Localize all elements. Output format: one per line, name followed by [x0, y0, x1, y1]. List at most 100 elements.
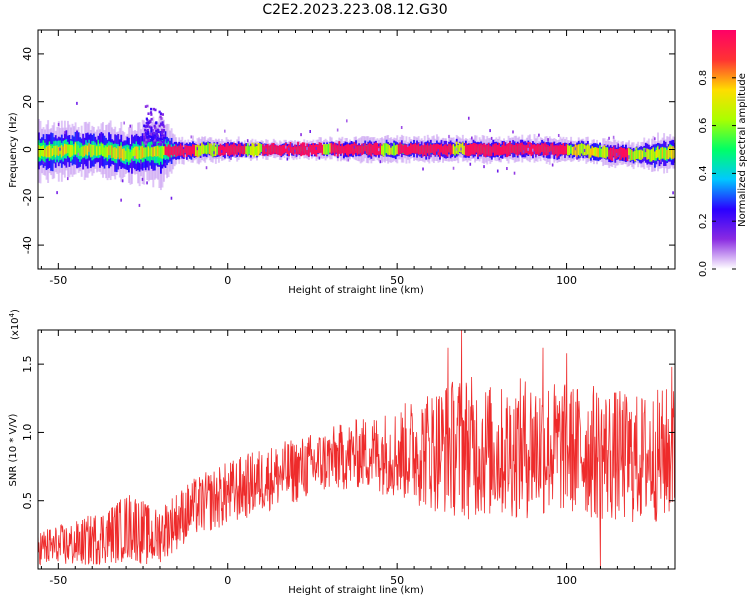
- heatmap-cell: [257, 142, 260, 156]
- heatmap-cell: [317, 144, 319, 154]
- heatmap-cell: [510, 143, 513, 154]
- heatmap-cell: [304, 146, 307, 155]
- y-tick-label: 1.5: [21, 355, 34, 373]
- heatmap-cell: [181, 145, 184, 156]
- heatmap-cell: [358, 145, 361, 155]
- heatmap-cell: [408, 145, 411, 155]
- heatmap-cell: [469, 143, 472, 156]
- heatmap-cell: [396, 144, 399, 155]
- heatmap-cell: [272, 142, 275, 154]
- heatmap-cell: [105, 145, 108, 158]
- heatmap-cell: [135, 146, 138, 159]
- heatmap-cell: [156, 145, 159, 157]
- x-tick-label: -50: [49, 574, 67, 587]
- heatmap-cell: [672, 146, 675, 159]
- heatmap-blob-cell: [149, 111, 153, 114]
- heatmap-cell: [286, 146, 289, 154]
- heatmap-cell: [92, 144, 95, 156]
- heatmap-cell: [289, 142, 292, 153]
- heatmap-cell: [486, 144, 489, 156]
- heatmap-blob-cell: [145, 121, 148, 125]
- heatmap-cell: [388, 145, 391, 156]
- heatmap-cell: [184, 145, 187, 154]
- heatmap-cell: [368, 142, 371, 155]
- heatmap-cell: [53, 145, 56, 155]
- heatmap-cell: [143, 147, 146, 158]
- heatmap-cell: [435, 143, 438, 152]
- heatmap-cell: [551, 142, 554, 155]
- heatmap-cell: [124, 150, 127, 159]
- colorbar-ticks: 0.0 0.2 0.4 0.6 0.8: [698, 70, 736, 277]
- heatmap-cell: [406, 146, 409, 156]
- heatmap-speckle: [615, 152, 618, 156]
- heatmap-cell: [51, 148, 54, 157]
- x-tick-label: 0: [224, 574, 231, 587]
- heatmap-blob-cell: [155, 132, 159, 135]
- heatmap-blob-cell: [159, 135, 162, 139]
- heatmap-cell: [249, 146, 252, 156]
- heatmap-cell: [65, 144, 68, 154]
- heatmap-cell: [74, 142, 77, 155]
- heatmap-cell: [634, 150, 637, 162]
- heatmap-cell: [413, 143, 416, 154]
- heatmap-cell: [345, 144, 348, 155]
- heatmap-cell: [187, 145, 190, 155]
- heatmap-cell: [393, 142, 396, 156]
- heatmap-cell: [564, 145, 566, 155]
- heatmap-cell: [530, 143, 533, 157]
- heatmap-cell: [548, 146, 551, 155]
- heatmap-cell: [655, 150, 658, 159]
- heatmap-cell: [259, 143, 262, 154]
- heatmap-cell: [522, 144, 525, 155]
- heatmap-cell: [201, 142, 204, 155]
- spectrogram-panel: -50 0 50 100 -40 -20 0 20 40 Height of straight…: [8, 29, 676, 296]
- heatmap-cell: [410, 143, 412, 155]
- heatmap-cell: [525, 144, 528, 154]
- heatmap-cell: [294, 144, 297, 154]
- heatmap-speckle: [140, 161, 142, 165]
- heatmap-cell: [76, 144, 79, 155]
- heatmap-cell: [582, 143, 585, 156]
- heatmap-cell: [419, 146, 422, 155]
- heatmap-speckle: [513, 171, 516, 175]
- heatmap-cell: [400, 144, 403, 154]
- heatmap-blob-cell: [161, 130, 164, 134]
- heatmap-speckle: [406, 144, 409, 148]
- heatmap-speckle: [345, 119, 348, 123]
- heatmap-cell: [512, 144, 515, 153]
- heatmap-cell: [207, 142, 210, 154]
- heatmap-cell: [461, 142, 464, 155]
- heatmap-cell: [344, 145, 347, 154]
- heatmap-cell: [371, 144, 374, 154]
- heatmap-cell: [248, 146, 251, 155]
- heatmap-cell: [658, 149, 661, 161]
- heatmap-speckle: [538, 133, 540, 137]
- heatmap-cell: [198, 145, 201, 157]
- heatmap-cell: [647, 149, 650, 160]
- heatmap-blob-cell: [154, 108, 157, 112]
- heatmap-cell: [464, 143, 467, 156]
- heatmap-cell: [429, 144, 432, 153]
- heatmap-cell: [420, 145, 423, 155]
- heatmap-cell: [307, 145, 310, 157]
- heatmap-blob-cell: [145, 129, 148, 133]
- heatmap-cell: [178, 145, 181, 156]
- heatmap-blob-cell: [163, 134, 166, 137]
- heatmap-blob-cell: [154, 143, 157, 146]
- heatmap-cell: [467, 144, 470, 157]
- heatmap-cell: [594, 146, 597, 157]
- heatmap-cell: [570, 145, 573, 154]
- heatmap-cell: [333, 142, 336, 156]
- heatmap-cell: [660, 147, 663, 161]
- heatmap-cell: [91, 144, 94, 157]
- heatmap-blob-cell: [153, 138, 156, 142]
- heatmap-cell: [416, 144, 419, 154]
- heatmap-speckle: [306, 146, 308, 150]
- heatmap-cell: [103, 147, 106, 157]
- heatmap-cell: [95, 146, 98, 156]
- heatmap-cell: [263, 145, 266, 155]
- heatmap-cell: [268, 145, 271, 155]
- heatmap-blob-cell: [143, 135, 146, 138]
- heatmap-cell: [318, 142, 321, 154]
- heatmap-speckle: [359, 153, 362, 157]
